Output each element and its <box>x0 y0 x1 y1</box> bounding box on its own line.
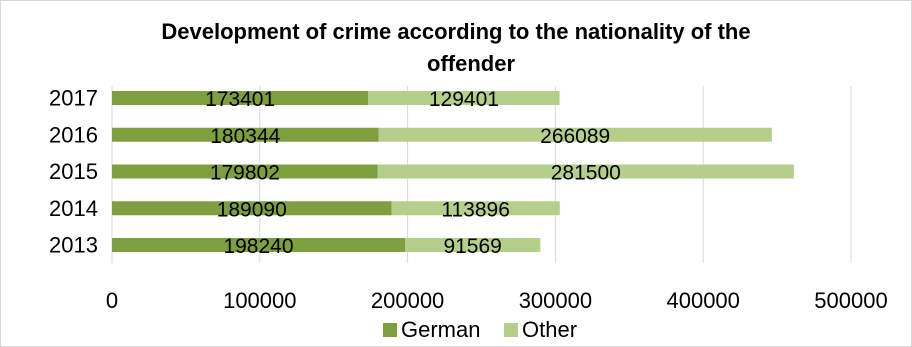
bar-german-2016 <box>112 127 379 142</box>
x-tick-label-0: 0 <box>106 288 118 313</box>
x-tick-label-3: 300000 <box>519 288 592 313</box>
x-axis-ticks: 0 100000 200000 300000 400000 500000 <box>106 288 888 313</box>
legend-swatch-german <box>383 323 397 337</box>
bar-other-2016 <box>378 127 772 142</box>
data-label-other-2017: 129401 <box>429 88 499 111</box>
chart-title-line-1: Development of crime according to the na… <box>161 19 750 44</box>
x-tick-label-4: 400000 <box>666 288 739 313</box>
bar-german-2017 <box>112 91 369 105</box>
y-tick-label-2013: 2013 <box>49 233 98 258</box>
data-label-other-2013: 91569 <box>443 235 501 258</box>
bars <box>112 91 794 252</box>
data-labels: 173401 129401 180344 266089 179802 281500 1890… <box>205 88 621 258</box>
data-label-german-2015: 179802 <box>210 162 280 185</box>
data-label-german-2013: 198240 <box>223 235 293 258</box>
bar-other-2017 <box>368 91 560 105</box>
x-tick-label-2: 200000 <box>371 288 444 313</box>
legend: German Other <box>383 317 577 342</box>
legend-swatch-other <box>504 323 518 337</box>
bar-german-2013 <box>112 238 405 252</box>
y-tick-label-2014: 2014 <box>49 196 98 221</box>
chart-title: Development of crime according to the na… <box>161 19 750 76</box>
bar-german-2015 <box>112 164 378 179</box>
legend-label-german: German <box>401 317 480 342</box>
bar-german-2014 <box>112 201 392 216</box>
bar-other-2014 <box>391 201 560 216</box>
data-label-other-2016: 266089 <box>540 125 610 148</box>
y-tick-label-2015: 2015 <box>49 159 98 184</box>
data-label-other-2015: 281500 <box>551 162 621 185</box>
bar-other-2015 <box>377 164 794 179</box>
bar-other-2013 <box>404 238 541 252</box>
data-label-other-2014: 113896 <box>441 198 510 221</box>
data-label-german-2014: 189090 <box>217 198 287 221</box>
x-tick-label-5: 500000 <box>814 288 887 313</box>
legend-label-other: Other <box>522 317 577 342</box>
y-tick-label-2017: 2017 <box>49 86 98 111</box>
data-label-german-2017: 173401 <box>205 88 275 111</box>
chart-title-line-2: offender <box>427 51 515 76</box>
x-tick-label-1: 100000 <box>223 288 296 313</box>
data-label-german-2016: 180344 <box>210 125 280 148</box>
y-tick-label-2016: 2016 <box>49 122 98 147</box>
y-axis-ticks: 2017 2016 2015 2014 2013 <box>49 86 98 258</box>
